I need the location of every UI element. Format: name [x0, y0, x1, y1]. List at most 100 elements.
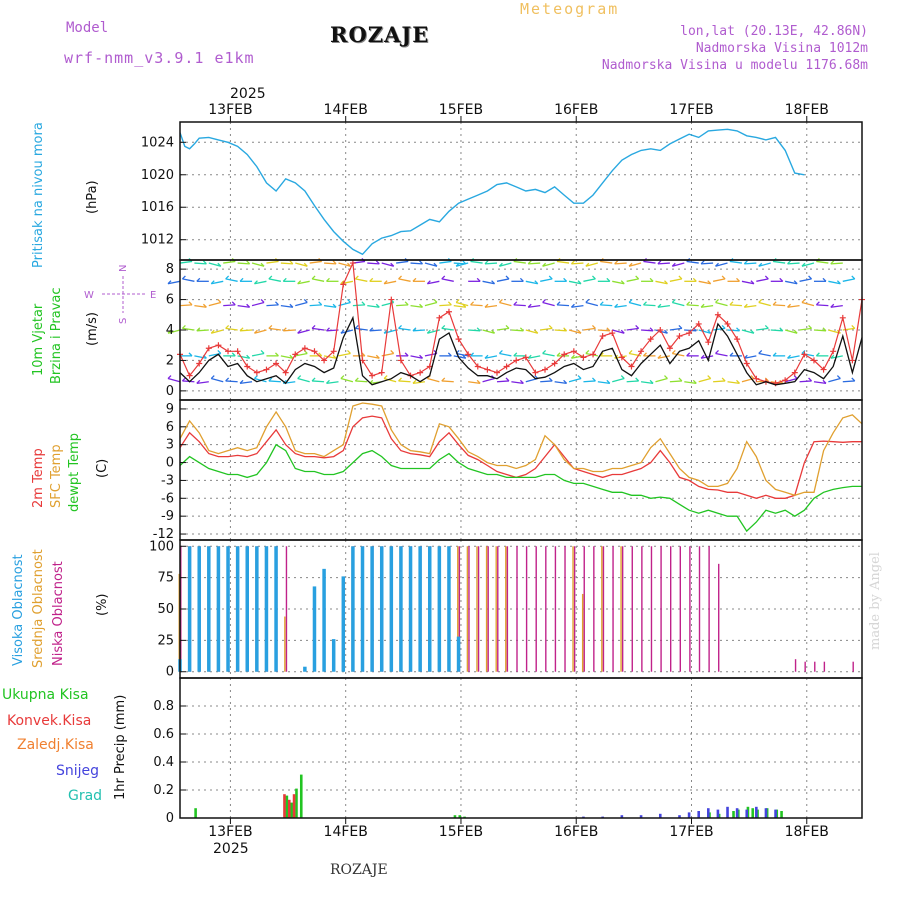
wind-arrow-head	[715, 262, 719, 267]
wind-arrow-head	[505, 275, 510, 280]
wind-arrow	[727, 329, 740, 332]
wind-arrow-head	[606, 277, 611, 282]
cloud-high-bar	[216, 546, 221, 672]
wind-arrow	[715, 301, 728, 307]
cloud-label-low: Niska Oblacnost	[51, 561, 66, 666]
wind-arrow-head	[836, 280, 841, 285]
wind-arrow	[398, 327, 411, 331]
wind-label-1: 10m Vjetar	[31, 303, 46, 376]
y-tick-label: 75	[157, 571, 174, 586]
wind-arrow	[311, 327, 325, 331]
wind-arrow-head	[556, 301, 561, 306]
wind-arrow-head	[231, 301, 236, 306]
wind-arrow-head	[332, 260, 337, 265]
wind-arrow-head	[830, 303, 835, 308]
wind-arrow-head	[657, 260, 662, 265]
wind-arrow-head	[375, 303, 380, 308]
wind-arrow-head	[808, 275, 813, 280]
wind-arrow-head	[591, 324, 596, 329]
wind-arrow-head	[635, 275, 640, 280]
wind-arrow-head	[398, 377, 402, 382]
wind-gust-marker	[186, 372, 193, 379]
wind-arrow-head	[591, 377, 596, 382]
wind-arrow-head	[347, 262, 351, 267]
wind-arrow	[672, 352, 685, 357]
wind-arrow	[194, 355, 207, 359]
wind-arrow-head	[657, 354, 662, 359]
wind-arrow	[758, 262, 771, 267]
wind-arrow-head	[787, 354, 792, 359]
wind-arrow	[773, 260, 786, 264]
wind-arrow	[456, 262, 469, 267]
wind-gust-marker	[743, 360, 750, 367]
y-tick-label: 2	[166, 353, 174, 368]
wind-arrow	[641, 329, 654, 332]
wind-arrow	[741, 280, 755, 285]
wind-arrow-head	[383, 280, 388, 285]
wind-arrow-head	[188, 352, 193, 357]
wind-arrow-head	[303, 298, 308, 303]
wind-arrow	[672, 262, 685, 267]
wind-gust-markers	[177, 260, 865, 387]
wind-arrow-head	[404, 301, 409, 306]
wind-arrow	[297, 377, 310, 383]
wind-arrow-head	[678, 377, 683, 382]
wind-arrow	[626, 380, 639, 383]
wind-arrow	[583, 327, 596, 331]
wind-gust-marker	[301, 345, 308, 352]
wind-arrow-head	[534, 280, 539, 285]
wind-arrow	[499, 301, 512, 307]
wind-arrow-head	[239, 277, 244, 282]
wind-arrow-head	[772, 301, 777, 306]
wind-arrow	[554, 381, 567, 384]
legend-freezing-rain: Zaledj.Kisa	[17, 737, 94, 753]
wind-arrow	[367, 355, 380, 359]
meteogram-label: Meteogram	[520, 0, 620, 18]
wind-arrow	[208, 262, 221, 267]
wind-arrow-head	[721, 275, 726, 280]
wind-arrow-head	[585, 262, 590, 267]
temp-label-2m: 2m Temp	[31, 448, 46, 508]
wind-arrow-head	[815, 301, 820, 306]
wind-arrow-head	[361, 301, 366, 306]
wind-arrow-head	[470, 301, 475, 306]
precip-snow-bar	[755, 806, 758, 818]
wind-arrow-head	[563, 277, 568, 282]
wind-arrow	[482, 329, 495, 334]
wind-arrow	[830, 305, 843, 308]
wind-gust-marker	[397, 357, 404, 364]
wind-arrow-head	[398, 275, 402, 280]
wind-gust-marker	[849, 357, 856, 364]
legend-hail: Grad	[68, 788, 102, 804]
wind-arrow-head	[764, 324, 769, 329]
top-year-label: 2025	[230, 86, 266, 102]
cloud-high-bar	[303, 666, 307, 672]
wind-arrow-head	[196, 327, 201, 332]
wind-arrow-head	[793, 375, 798, 379]
precip-total-bar	[295, 788, 298, 818]
y-tick-label: 9	[166, 402, 174, 417]
wind-arrow	[513, 260, 526, 264]
wind-arrow-head	[433, 298, 438, 303]
wind-arrow-head	[519, 379, 524, 384]
wind-arrow	[179, 260, 193, 264]
wind-arrow-head	[217, 350, 222, 354]
top-day-label: 15FEB	[439, 102, 483, 118]
wind-arrow	[441, 278, 454, 282]
wind-arrow-head	[274, 301, 279, 306]
wind-arrow	[167, 280, 181, 285]
bottom-day-label: 14FEB	[324, 824, 368, 840]
wind-arrow-head	[787, 303, 792, 308]
wind-arrow	[828, 280, 841, 285]
wind-arrow-head	[750, 280, 755, 285]
wind-arrow-head	[426, 280, 431, 285]
wind-arrow	[326, 381, 339, 384]
wind-gust-marker	[513, 357, 520, 364]
y-tick-label: 0.2	[153, 783, 174, 798]
wind-arrow-head	[614, 260, 619, 265]
wind-arrow-head	[274, 352, 279, 357]
wind-arrow-head	[793, 329, 798, 334]
wind-arrow	[268, 380, 281, 383]
wind-arrow	[225, 278, 238, 282]
